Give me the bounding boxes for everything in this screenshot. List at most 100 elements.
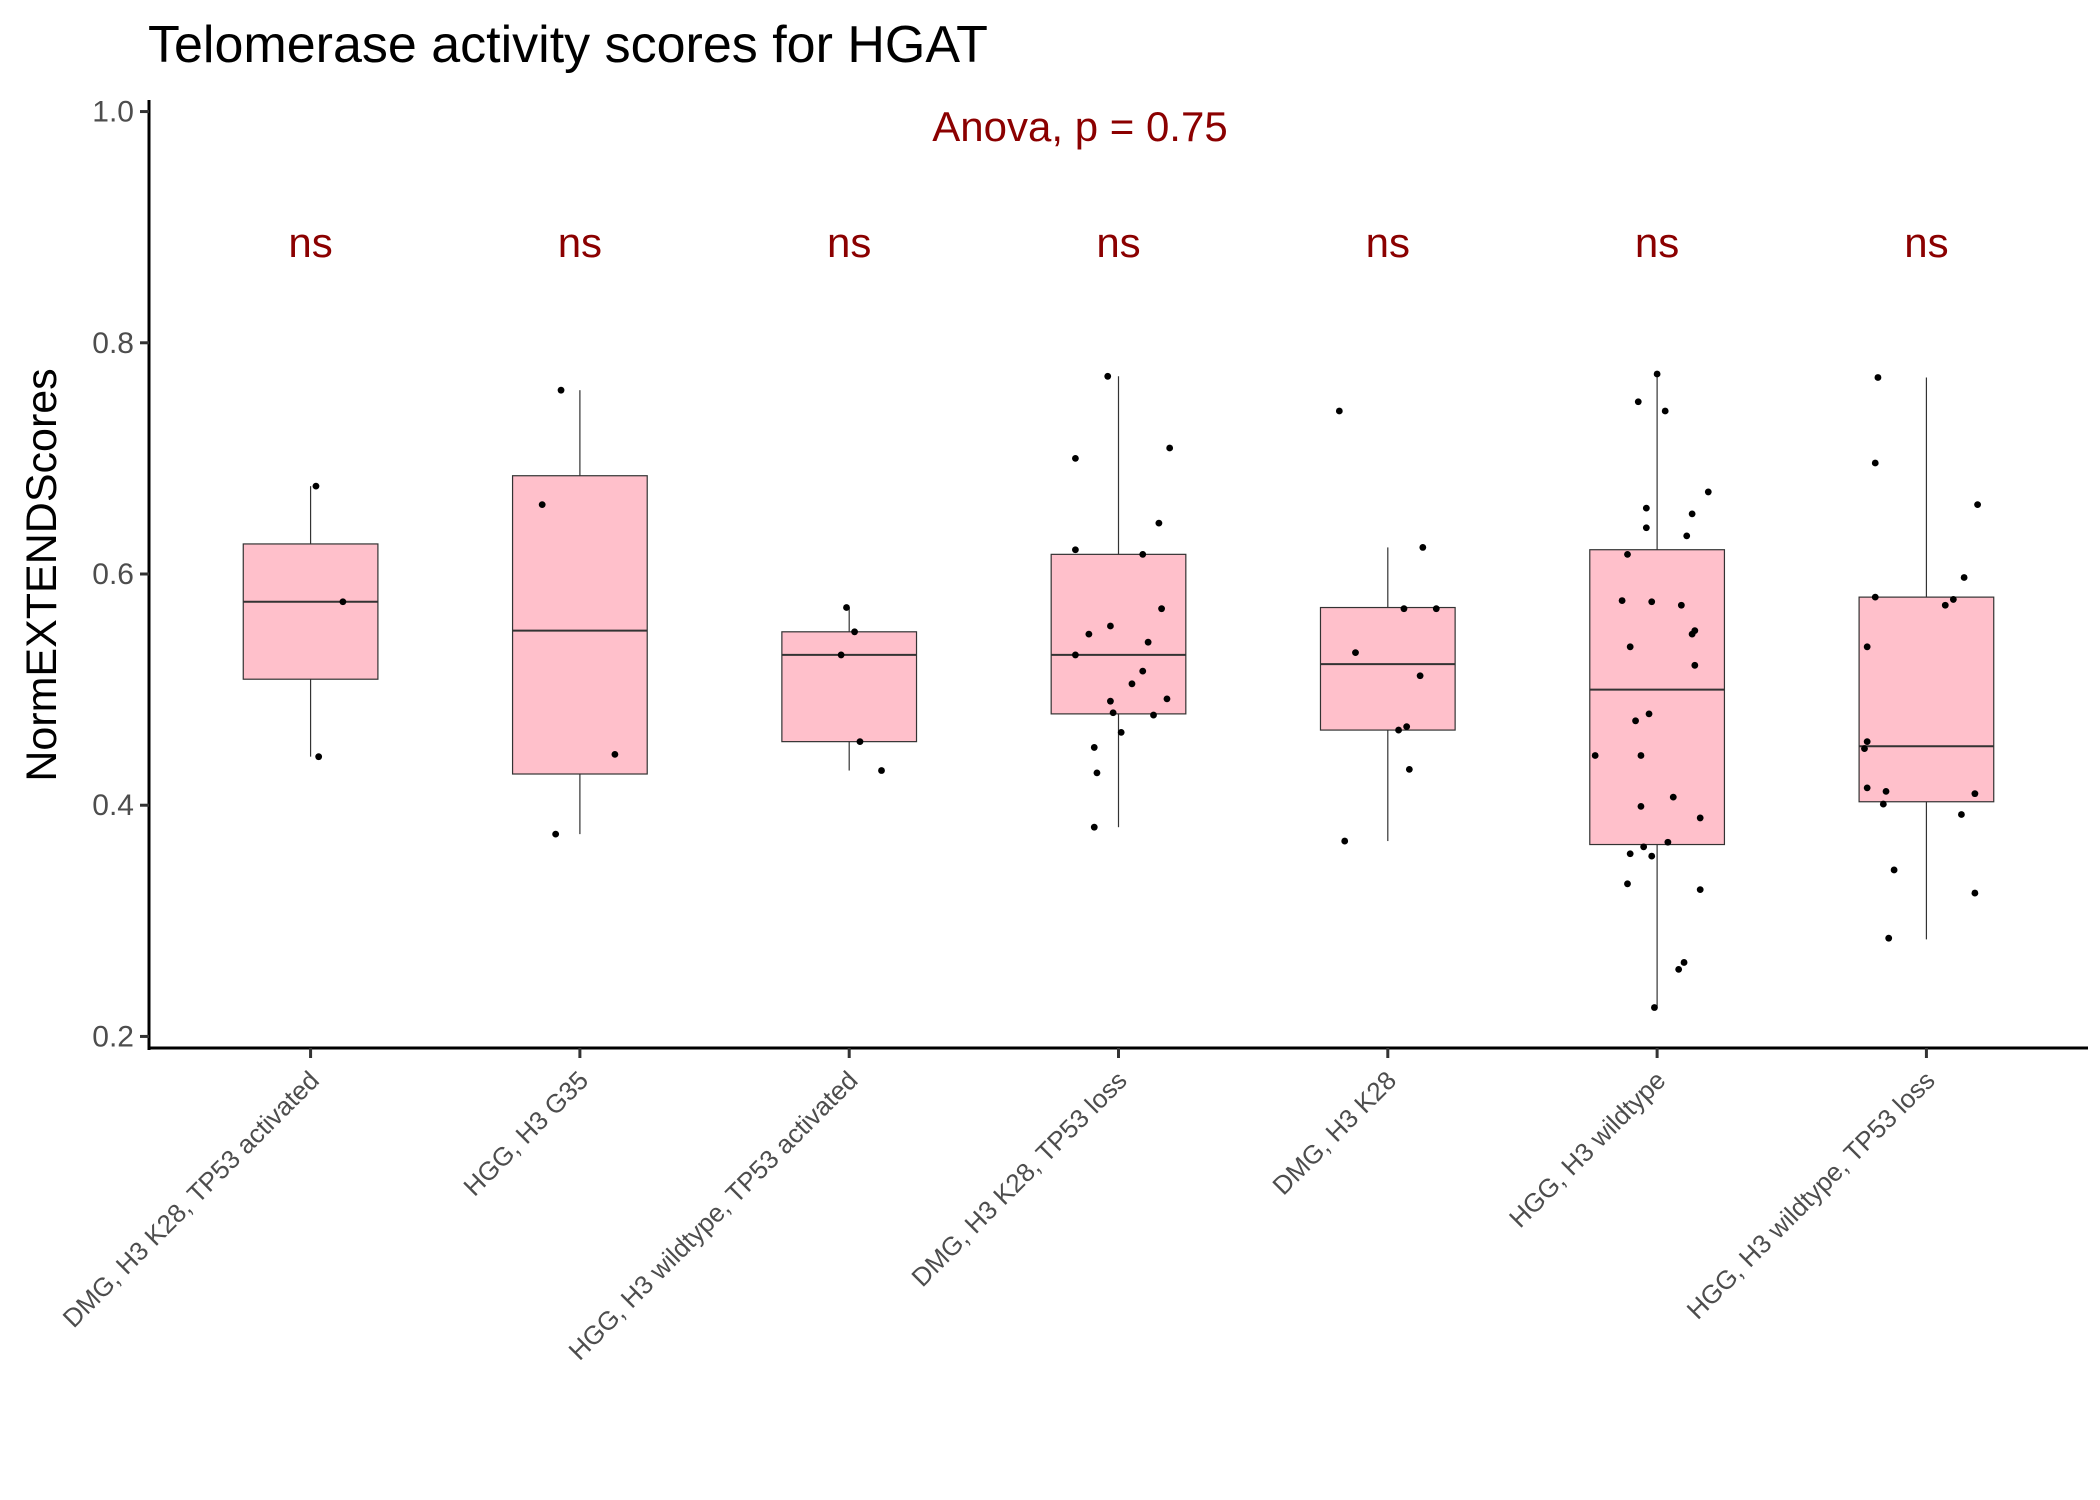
data-point bbox=[1958, 811, 1965, 818]
iqr-box bbox=[1589, 549, 1726, 846]
data-point bbox=[1680, 959, 1688, 966]
data-point bbox=[1072, 454, 1079, 462]
data-point bbox=[878, 767, 885, 774]
data-point bbox=[611, 750, 619, 758]
data-point bbox=[1395, 726, 1402, 734]
data-point bbox=[1696, 814, 1704, 822]
anova-annotation: Anova, p = 0.75 bbox=[932, 103, 1227, 150]
significance-label: ns bbox=[1096, 219, 1140, 266]
data-point bbox=[1653, 370, 1661, 378]
data-point bbox=[1651, 1004, 1658, 1011]
data-point bbox=[1871, 593, 1879, 601]
y-tick-label: 0.6 bbox=[92, 558, 134, 591]
data-point bbox=[1704, 488, 1712, 496]
iqr-box bbox=[781, 631, 918, 743]
data-point bbox=[1879, 800, 1887, 808]
x-tick-label: HGG, H3 wildtype, TP53 activated bbox=[563, 1065, 864, 1366]
x-tick-label: HGG, H3 wildtype bbox=[1503, 1065, 1671, 1233]
data-point bbox=[1683, 532, 1691, 540]
significance-label: ns bbox=[1366, 219, 1410, 266]
data-point bbox=[1642, 524, 1650, 532]
x-tick-label: DMG, H3 K28 bbox=[1266, 1065, 1402, 1201]
data-point bbox=[312, 482, 320, 490]
significance-layer: ns ns ns ns ns ns ns bbox=[288, 219, 1948, 266]
data-point bbox=[1863, 784, 1871, 792]
data-point bbox=[1664, 838, 1672, 846]
data-point bbox=[1072, 651, 1079, 659]
data-point bbox=[1861, 745, 1868, 752]
x-tick-label: DMG, H3 K28, TP53 activated bbox=[57, 1065, 325, 1333]
data-point bbox=[1941, 601, 1949, 609]
data-point bbox=[1352, 649, 1359, 657]
iqr-box bbox=[242, 543, 379, 680]
data-point bbox=[1626, 850, 1634, 858]
data-point bbox=[1874, 374, 1882, 381]
data-point bbox=[1974, 501, 1981, 509]
data-point bbox=[843, 604, 850, 611]
y-ticks: 0.2 0.4 0.6 0.8 1.0 bbox=[92, 96, 149, 1053]
data-point bbox=[1107, 622, 1114, 630]
data-point bbox=[1677, 601, 1685, 609]
data-point bbox=[1871, 459, 1879, 467]
data-point bbox=[1634, 398, 1642, 406]
significance-label: ns bbox=[1635, 219, 1679, 266]
data-point bbox=[1166, 444, 1174, 452]
data-point bbox=[851, 628, 858, 636]
data-point bbox=[1591, 752, 1599, 759]
data-point bbox=[1882, 787, 1890, 795]
data-point bbox=[1109, 709, 1117, 717]
data-point bbox=[1139, 550, 1147, 558]
data-point bbox=[1093, 769, 1101, 777]
data-point bbox=[1626, 643, 1634, 651]
points-layer bbox=[312, 370, 1981, 1011]
box-group-4 bbox=[1050, 376, 1187, 828]
data-point bbox=[1645, 710, 1653, 718]
data-point bbox=[1949, 596, 1957, 603]
data-point bbox=[1128, 680, 1136, 688]
data-point bbox=[1688, 630, 1696, 638]
box-group-3 bbox=[781, 607, 918, 771]
data-point bbox=[1885, 934, 1893, 942]
data-point bbox=[1890, 866, 1898, 874]
iqr-box bbox=[511, 475, 648, 775]
iqr-box bbox=[1858, 596, 1995, 803]
iqr-box bbox=[1319, 606, 1456, 731]
data-point bbox=[315, 753, 323, 761]
chart-title: Telomerase activity scores for HGAT bbox=[148, 16, 988, 74]
y-axis-label: NormEXTENDScores bbox=[18, 368, 66, 781]
y-tick-label: 0.2 bbox=[92, 1020, 134, 1053]
data-point bbox=[1971, 790, 1979, 798]
data-point bbox=[339, 598, 347, 606]
data-point bbox=[1688, 510, 1696, 518]
data-point bbox=[1863, 643, 1871, 651]
data-point bbox=[1637, 802, 1645, 810]
data-point bbox=[1637, 752, 1645, 759]
data-point bbox=[1400, 605, 1408, 613]
box-group-6 bbox=[1589, 373, 1726, 1008]
data-point bbox=[856, 738, 864, 746]
box-group-5 bbox=[1319, 547, 1456, 842]
boxes-layer bbox=[242, 373, 1995, 1008]
data-point bbox=[1642, 504, 1650, 512]
data-point bbox=[1104, 372, 1112, 380]
data-point bbox=[1675, 965, 1683, 973]
data-point bbox=[1341, 837, 1349, 845]
data-point bbox=[1432, 605, 1440, 613]
data-point bbox=[1150, 711, 1157, 719]
data-point bbox=[1107, 697, 1114, 705]
data-point bbox=[837, 651, 845, 659]
data-point bbox=[557, 386, 565, 394]
data-point bbox=[1085, 630, 1093, 638]
data-point bbox=[1632, 717, 1639, 725]
y-tick-label: 1.0 bbox=[92, 96, 134, 129]
data-point bbox=[1158, 605, 1165, 613]
x-ticks: DMG, H3 K28, TP53 activated HGG, H3 G35HG… bbox=[57, 1048, 1941, 1366]
data-point bbox=[1863, 738, 1871, 746]
significance-label: ns bbox=[288, 219, 332, 266]
data-point bbox=[1090, 744, 1098, 751]
data-point bbox=[1971, 889, 1979, 897]
significance-label: ns bbox=[827, 219, 871, 266]
data-point bbox=[1669, 793, 1677, 801]
data-point bbox=[1403, 723, 1411, 731]
